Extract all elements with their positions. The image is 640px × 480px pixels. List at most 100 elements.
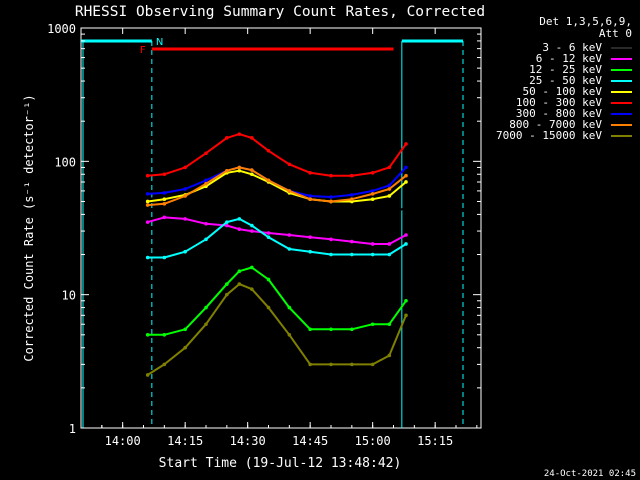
x-tick-label: 14:45 bbox=[292, 434, 328, 448]
data-point bbox=[162, 197, 167, 201]
data-point bbox=[225, 220, 229, 224]
data-point bbox=[162, 191, 167, 195]
y-tick-label: 1 bbox=[69, 422, 76, 436]
axis-layer: 14:00 14:15 14:30 14:45 15:00 15:15 1 10 100 1000 bbox=[47, 22, 481, 448]
y-axis-label: Corrected Count Rate (s⁻¹ detector⁻¹) bbox=[22, 94, 36, 361]
data-point bbox=[404, 313, 408, 318]
data-point bbox=[370, 189, 375, 193]
data-point bbox=[183, 249, 187, 254]
data-point bbox=[287, 233, 292, 237]
legend-label: 800 - 7000 keV bbox=[509, 118, 602, 131]
data-point bbox=[404, 173, 408, 178]
data-point bbox=[145, 220, 150, 224]
data-point bbox=[329, 237, 333, 242]
data-point bbox=[370, 242, 375, 246]
data-point bbox=[329, 209, 333, 214]
data-point bbox=[370, 197, 375, 201]
data-point bbox=[266, 231, 271, 235]
data-point bbox=[350, 362, 354, 367]
data-point bbox=[387, 212, 392, 217]
data-point bbox=[404, 142, 408, 146]
flare-flag-label: F bbox=[140, 45, 146, 56]
data-point bbox=[225, 136, 229, 140]
data-point bbox=[162, 172, 167, 177]
data-point bbox=[387, 353, 392, 358]
data-point bbox=[287, 162, 292, 167]
data-point bbox=[287, 305, 292, 310]
data-point bbox=[370, 252, 375, 257]
generation-timestamp: 24-Oct-2021 02:45 bbox=[544, 469, 636, 479]
legend-label: 50 - 100 keV bbox=[523, 85, 603, 98]
data-point bbox=[370, 322, 375, 327]
data-point bbox=[250, 172, 254, 177]
data-point bbox=[162, 202, 167, 206]
data-point bbox=[404, 242, 408, 246]
data-point bbox=[204, 305, 208, 310]
series-6-12-keV-group bbox=[145, 215, 408, 246]
data-point bbox=[183, 194, 187, 198]
data-point bbox=[308, 235, 312, 239]
legend-label: 7000 - 15000 keV bbox=[496, 129, 602, 142]
data-point bbox=[404, 233, 408, 237]
data-point bbox=[308, 171, 312, 175]
series-100-300-keV-group bbox=[145, 132, 408, 178]
data-point bbox=[225, 203, 229, 207]
legend-header-line: Att 0 bbox=[599, 27, 632, 40]
data-point bbox=[350, 327, 354, 332]
data-point bbox=[145, 333, 150, 337]
y-tick-label: 1000 bbox=[47, 22, 76, 36]
night-flag-label: N bbox=[156, 37, 163, 48]
x-axis-label: Start Time (19-Jul-12 13:48:42) bbox=[159, 456, 402, 471]
data-point bbox=[370, 362, 375, 367]
data-point bbox=[237, 132, 242, 136]
data-point bbox=[308, 327, 312, 332]
data-point bbox=[204, 178, 208, 183]
data-point bbox=[387, 183, 392, 188]
data-point bbox=[162, 362, 167, 367]
data-point bbox=[387, 194, 392, 198]
data-point bbox=[404, 205, 408, 210]
data-point bbox=[145, 173, 150, 178]
legend-label: 100 - 300 keV bbox=[516, 96, 602, 109]
data-point bbox=[329, 195, 333, 199]
legend-label: 12 - 25 keV bbox=[529, 63, 602, 76]
data-point bbox=[204, 322, 208, 327]
data-point bbox=[266, 277, 271, 282]
legend-label: 6 - 12 keV bbox=[536, 52, 603, 65]
data-point bbox=[250, 203, 254, 207]
data-point bbox=[183, 165, 187, 170]
data-point bbox=[370, 171, 375, 175]
data-point bbox=[350, 173, 354, 178]
data-point bbox=[162, 333, 167, 337]
data-point bbox=[308, 249, 312, 254]
x-tick-label: 14:15 bbox=[167, 434, 203, 448]
data-point bbox=[162, 194, 167, 198]
data-point bbox=[225, 223, 229, 228]
data-point bbox=[183, 187, 187, 191]
data-point bbox=[329, 173, 333, 178]
data-point bbox=[404, 180, 408, 184]
data-point bbox=[250, 265, 254, 270]
flag-layer: NF bbox=[81, 37, 464, 428]
data-point bbox=[266, 305, 271, 310]
data-point bbox=[204, 181, 208, 186]
data-point bbox=[145, 373, 150, 377]
data-point bbox=[287, 333, 292, 337]
x-tick-label: 15:00 bbox=[355, 434, 391, 448]
data-point bbox=[250, 136, 254, 140]
data-point bbox=[404, 165, 408, 170]
data-point bbox=[225, 282, 229, 286]
data-point bbox=[350, 197, 354, 201]
data-point bbox=[250, 223, 254, 228]
data-point bbox=[329, 327, 333, 332]
data-point bbox=[308, 197, 312, 201]
data-point bbox=[162, 215, 167, 220]
data-point bbox=[225, 292, 229, 297]
data-point bbox=[204, 199, 208, 204]
plot-frame bbox=[80, 27, 482, 429]
series-layer bbox=[145, 132, 408, 377]
series-25-50-keV-group bbox=[145, 217, 408, 260]
